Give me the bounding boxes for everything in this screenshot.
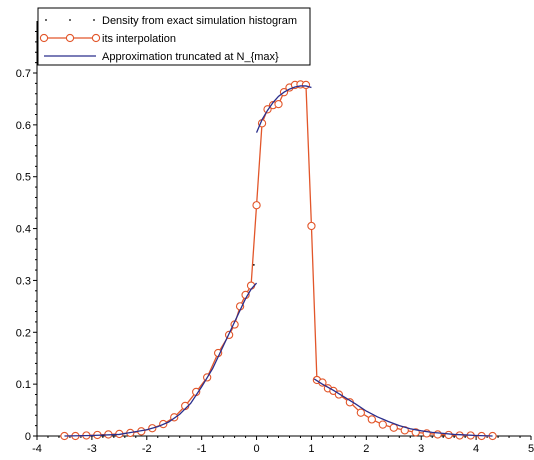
interpolation-marker [301,80,311,90]
interpolation-marker [307,221,316,231]
interpolation-marker [356,408,365,417]
interpolation-marker [455,431,464,440]
y-tick-label: 0.4 [16,224,31,236]
x-tick-label: 2 [363,443,369,455]
legend-label: Approximation truncated at N_{max} [102,51,279,63]
series-approximation [64,85,493,437]
x-tick-label: 1 [308,443,314,455]
legend-label: its interpolation [102,33,176,45]
legend-interpolation-marker [39,33,49,43]
y-tick-label: 0.2 [16,327,31,339]
interpolation-marker [433,430,442,439]
legend-label: Density from exact simulation histogram [102,15,297,27]
y-tick-label: 0.7 [16,68,31,80]
y-tick-label: 0.1 [16,379,31,391]
interpolation-marker [378,420,387,429]
x-tick-label: 0 [253,443,259,455]
legend: Density from exact simulation histogram i… [37,7,311,66]
legend-dot-symbol [93,19,95,21]
y-tick-label: 0.5 [16,172,31,184]
x-tick-label: 3 [418,443,424,455]
y-tick-label: 0.3 [16,275,31,287]
interpolation-marker [444,430,453,440]
density-point [252,263,255,266]
legend-interpolation-marker [91,33,101,43]
approximation-line [64,85,493,437]
interpolation-marker [252,201,261,210]
y-tick-label: 0 [25,431,31,443]
legend-dot-symbol [45,19,47,21]
interpolation-marker [274,99,283,109]
legend-interpolation-marker [65,33,75,43]
x-tick-label: -4 [32,443,42,455]
series-layer [60,80,497,441]
x-tick-label: -1 [197,443,207,455]
x-tick-label: -2 [142,443,152,455]
x-tick-label: 4 [473,443,479,455]
legend-dot-symbol [69,19,71,21]
interpolation-marker [367,415,376,424]
x-tick-label: -3 [87,443,97,455]
y-tick-label: 0.6 [16,120,31,132]
x-tick-label: 5 [528,443,534,455]
